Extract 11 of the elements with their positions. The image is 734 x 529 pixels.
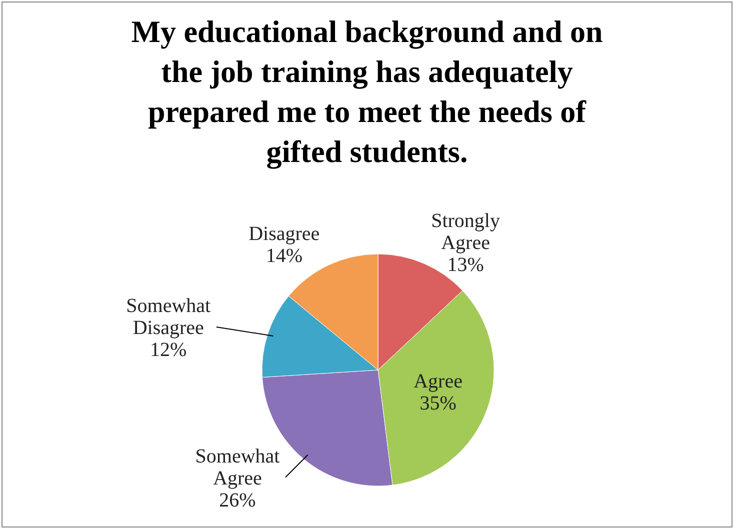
- slice-label: Strongly Agree: [431, 210, 500, 254]
- slice-label: Agree: [414, 370, 463, 393]
- data-label: 13%: [447, 254, 484, 276]
- slice-label: Somewhat Agree: [195, 445, 280, 490]
- slice-label: Somewhat Disagree: [126, 294, 212, 339]
- data-label: 35%: [420, 392, 456, 415]
- chart-title: My educational background and on the job training has adequately prepared me to meet the needs of gifted students.: [131, 14, 603, 169]
- data-label: 14%: [266, 245, 302, 268]
- data-label: 12%: [150, 338, 187, 361]
- data-label: 26%: [219, 489, 256, 512]
- slice-label: Disagree: [248, 223, 320, 246]
